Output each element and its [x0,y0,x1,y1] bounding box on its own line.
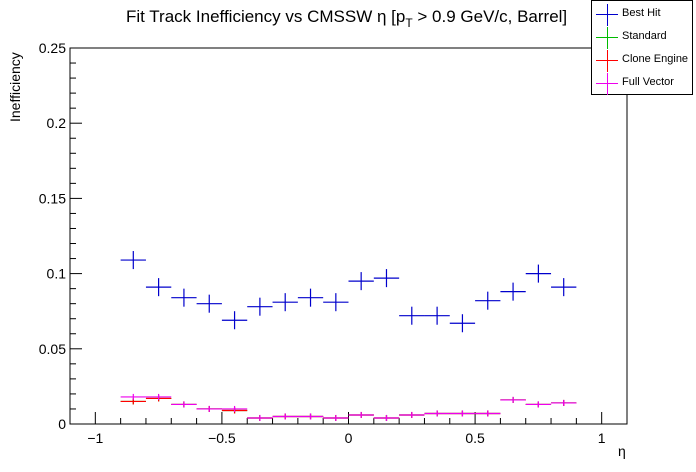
legend-entry-standard: Standard [592,26,692,49]
x-tick-label: −1 [87,430,103,446]
legend-label-full-vector: Full Vector [622,76,674,88]
data-point [196,405,222,412]
data-point [551,278,577,297]
legend-label-standard: Standard [622,30,667,42]
data-point [297,288,324,307]
legend: Best Hit Standard Clone Engine Full Vect… [591,0,693,95]
x-axis: −1 −0.5 0 0.5 1 [69,412,628,446]
data-point [247,414,273,421]
data-point [221,311,248,330]
x-tick-label: 0.5 [465,430,485,446]
data-point [399,411,425,418]
data-point [551,399,577,406]
legend-marker-clone-engine [596,50,618,72]
data-point [120,393,146,400]
data-point [297,413,324,420]
series-layer [120,251,577,421]
data-point [424,306,450,325]
legend-label-best-hit: Best Hit [622,7,661,19]
legend-entry-clone-engine: Clone Engine [592,49,692,72]
data-point [120,251,146,270]
data-point [221,405,248,412]
y-axis: 0 0.05 0.1 0.15 0.2 0.25 [39,40,82,432]
data-point [500,282,526,301]
y-tick-label: 0.15 [39,190,66,206]
x-tick-label: −0.5 [208,430,236,446]
data-point [449,410,476,417]
data-point [500,396,526,403]
data-point [525,401,552,408]
data-point [373,269,400,288]
data-point [272,413,298,420]
y-tick-label: 0.1 [47,266,67,282]
data-point [475,410,501,417]
y-tick-label: 0.2 [47,115,67,131]
data-point [373,414,400,421]
data-point [171,401,197,408]
data-point [323,293,349,312]
data-point [475,291,501,310]
data-point [171,288,197,307]
legend-marker-standard [596,27,618,49]
data-point [247,297,273,316]
data-point [399,306,425,325]
legend-label-clone-engine: Clone Engine [622,53,689,65]
data-point [348,272,374,291]
data-point [348,411,374,418]
legend-entry-full-vector: Full Vector [592,72,692,95]
y-axis-label: Inefficiency [7,52,23,122]
data-point [323,414,349,421]
data-point [196,294,222,313]
legend-entry-best-hit: Best Hit [592,3,692,26]
x-tick-label: 0 [345,430,353,446]
x-axis-label: η [618,443,626,459]
data-point [145,278,172,297]
y-tick-label: 0.25 [39,40,66,56]
data-point [145,393,172,400]
data-point [424,410,450,417]
legend-marker-best-hit [596,4,618,26]
y-tick-label: 0.05 [39,341,66,357]
series-full-vector [120,393,577,421]
data-point [272,293,298,312]
x-tick-label: 1 [598,430,606,446]
data-point [449,314,476,333]
y-tick-label: 0 [58,416,66,432]
plot-frame [69,47,628,425]
legend-marker-full-vector [596,73,618,95]
series-best-hit [120,251,577,333]
chart-title: Fit Track Inefficiency vs CMSSW η [pT > … [126,7,567,30]
data-point [525,264,552,283]
